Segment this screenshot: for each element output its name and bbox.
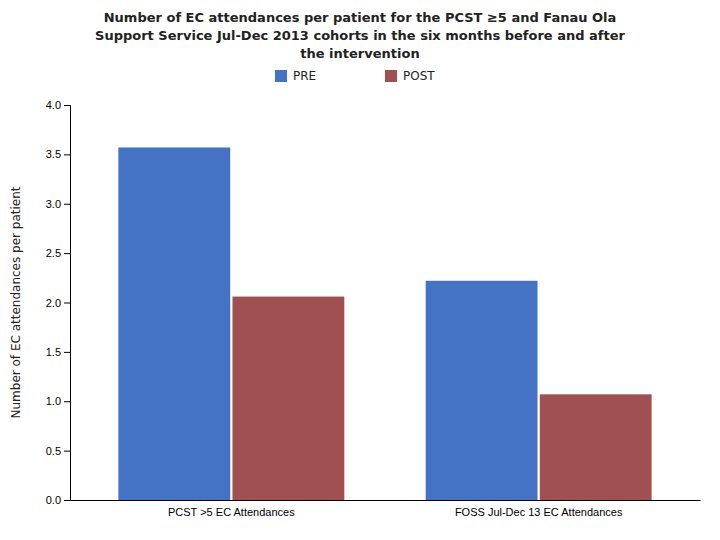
title-line: the intervention	[300, 46, 419, 61]
legend-label: PRE	[293, 69, 316, 83]
y-axis-label: Number of EC attendances per patient	[9, 186, 23, 418]
y-tick-label: 0.0	[46, 494, 61, 506]
y-tick-mark	[64, 154, 70, 155]
y-tick-mark	[64, 451, 70, 452]
y-tick: 0.5	[46, 445, 70, 457]
x-tick-label: FOSS Jul-Dec 13 EC Attendances	[455, 506, 623, 518]
y-tick: 2.5	[46, 247, 70, 259]
legend-item: PRE	[275, 69, 316, 83]
y-tick: 3.0	[46, 198, 70, 210]
title: Number of EC attendances per patient for…	[95, 10, 625, 61]
y-tick-label: 1.5	[46, 346, 61, 358]
legend-label: POST	[403, 69, 435, 83]
x-tick: PCST >5 EC Attendances	[168, 506, 295, 518]
legend-swatch	[385, 70, 397, 82]
bar	[540, 394, 652, 500]
y-tick-mark	[64, 401, 70, 402]
chart: Number of EC attendances per patient for…	[0, 0, 720, 540]
y-tick-label: 3.5	[46, 148, 61, 160]
y-tick-label: 4.0	[46, 99, 61, 111]
y-tick-label: 3.0	[46, 198, 61, 210]
legend-item: POST	[385, 69, 435, 83]
y-tick: 2.0	[46, 297, 70, 309]
y-tick-mark	[64, 204, 70, 205]
x-tick-label: PCST >5 EC Attendances	[168, 506, 295, 518]
bar	[232, 297, 344, 500]
y-tick-mark	[64, 352, 70, 353]
y-tick: 3.5	[46, 148, 70, 160]
y-tick-label: 0.5	[46, 445, 61, 457]
title-line: Number of EC attendances per patient for…	[104, 10, 617, 25]
y-tick: 1.0	[46, 395, 70, 407]
bar	[118, 147, 230, 500]
bars	[118, 147, 651, 500]
y-tick-mark	[64, 253, 70, 254]
plot: 0.0 0.5 1.0 1.5 2.0 2.5 3.0 3.5 4.0 PCST >5 EC At…	[9, 99, 701, 518]
x-tick: FOSS Jul-Dec 13 EC Attendances	[455, 506, 623, 518]
y-tick-mark	[64, 303, 70, 304]
y-tick: 4.0	[46, 99, 70, 111]
title-line: Support Service Jul-Dec 2013 cohorts in …	[95, 28, 625, 43]
y-axis: 0.0 0.5 1.0 1.5 2.0 2.5 3.0 3.5 4.0	[46, 99, 71, 506]
legend-swatch	[275, 70, 287, 82]
y-tick: 1.5	[46, 346, 70, 358]
x-axis: PCST >5 EC Attendances FOSS Jul-Dec 13 EC…	[71, 501, 701, 518]
y-tick: 0.0	[46, 494, 70, 506]
x-axis-line	[71, 500, 701, 501]
y-tick-label: 2.5	[46, 247, 61, 259]
y-tick-label: 1.0	[46, 395, 61, 407]
y-tick-mark	[64, 105, 70, 106]
y-tick-mark	[64, 500, 70, 501]
bar	[426, 281, 538, 500]
legend: PRE POST	[275, 69, 435, 83]
y-tick-label: 2.0	[46, 297, 61, 309]
y-axis-line	[64, 106, 71, 501]
